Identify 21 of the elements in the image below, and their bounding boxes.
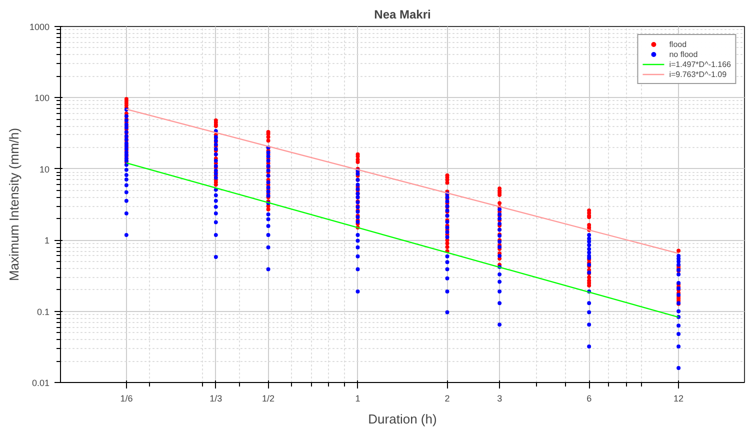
- y-tick-label: 1000: [29, 22, 50, 32]
- x-tick-label: 3: [497, 394, 502, 404]
- chart-title: Nea Makri: [374, 8, 431, 22]
- x-tick-label: 1/2: [262, 394, 275, 404]
- legend-label: flood: [669, 39, 688, 49]
- legend-label: i=9.763*D^-1.09: [669, 69, 727, 79]
- y-tick-label: 1: [44, 236, 50, 246]
- y-tick-label: 10: [39, 164, 50, 174]
- x-tick-label: 1/6: [120, 394, 133, 404]
- x-tick-label: 1/3: [210, 394, 222, 404]
- legend-label: i=1.497*D^-1.166: [669, 59, 731, 69]
- y-tick-label: 0.01: [32, 378, 50, 388]
- x-axis-title: Duration (h): [368, 412, 437, 426]
- x-tick-label: 6: [586, 394, 592, 404]
- y-axis-title: Maximum Intensity (mm/h): [6, 128, 22, 282]
- legend-label: no flood: [669, 49, 698, 59]
- x-tick-label: 2: [444, 394, 450, 404]
- y-tick-label: 0.1: [36, 306, 50, 317]
- y-tick-label: 100: [34, 93, 50, 104]
- x-tick-label: 1: [355, 394, 360, 404]
- x-tick-label: 12: [674, 394, 684, 404]
